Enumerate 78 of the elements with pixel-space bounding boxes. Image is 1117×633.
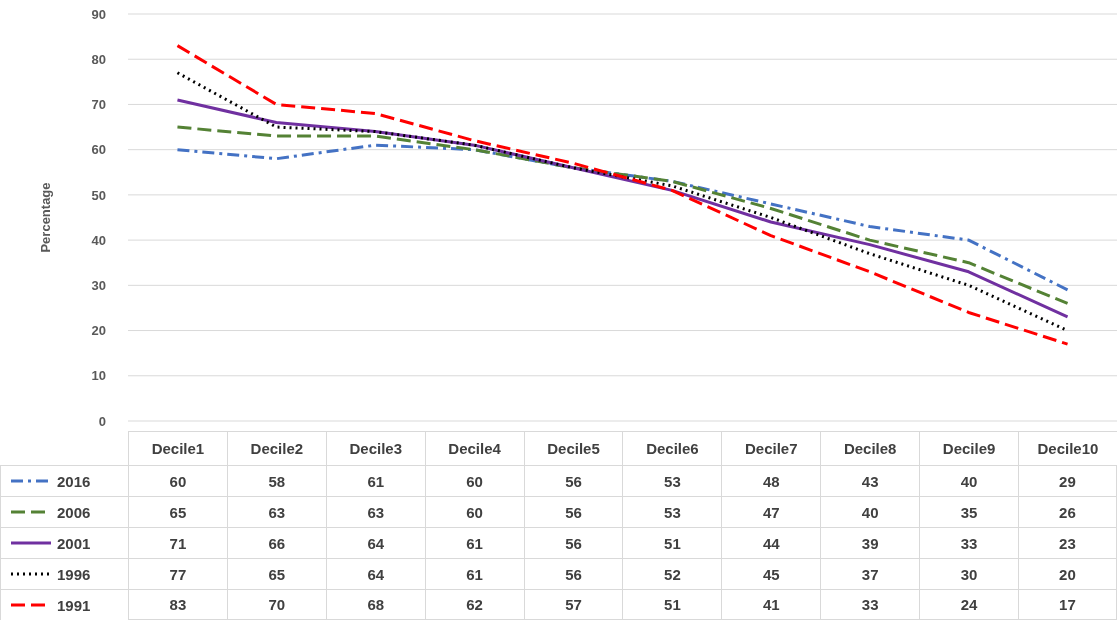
data-label: 62 <box>424 589 524 620</box>
data-label: 64 <box>325 527 425 558</box>
data-label: 37 <box>820 558 920 589</box>
data-label: 77 <box>128 558 227 589</box>
data-label: 20 <box>1018 558 1117 589</box>
line-series <box>175 125 1070 305</box>
data-label: 60 <box>128 465 227 496</box>
y-tick-label: 60 <box>91 142 106 158</box>
data-label: 51 <box>622 589 722 620</box>
data-label: 35 <box>919 496 1019 527</box>
data-label: 61 <box>424 527 524 558</box>
data-label: 53 <box>622 496 722 527</box>
data-label: 33 <box>919 527 1019 558</box>
data-label: 65 <box>226 558 326 589</box>
data-label: 71 <box>128 527 227 558</box>
x-tick-label: Decile6 <box>622 431 722 465</box>
data-label: 56 <box>523 527 623 558</box>
data-label: 33 <box>820 589 920 620</box>
data-label: 68 <box>325 589 425 620</box>
data-label: 58 <box>226 465 326 496</box>
data-label: 17 <box>1018 589 1117 620</box>
data-label: 26 <box>1018 496 1117 527</box>
x-tick-label: Decile5 <box>523 431 623 465</box>
line-series <box>175 143 1070 292</box>
data-label: 41 <box>721 589 821 620</box>
data-label: 53 <box>622 465 722 496</box>
x-tick-label: Decile3 <box>325 431 425 465</box>
x-tick-label: Decile1 <box>128 431 227 465</box>
data-label: 57 <box>523 589 623 620</box>
x-tick-label: Decile2 <box>226 431 326 465</box>
y-tick-label: 70 <box>91 97 106 113</box>
data-label: 70 <box>226 589 326 620</box>
data-label: 61 <box>325 465 425 496</box>
data-label: 40 <box>820 496 920 527</box>
data-label: 24 <box>919 589 1019 620</box>
y-tick-label: 90 <box>91 6 106 22</box>
legend-label: 2001 <box>57 534 91 552</box>
data-label: 52 <box>622 558 722 589</box>
x-tick-label: Decile9 <box>919 431 1019 465</box>
legend-label: 2016 <box>57 472 91 490</box>
x-tick-label: Decile10 <box>1018 431 1117 465</box>
y-tick-label: 30 <box>91 277 106 293</box>
y-tick-label: 80 <box>91 51 106 67</box>
legend-label: 2006 <box>57 503 91 521</box>
data-label: 23 <box>1018 527 1117 558</box>
data-label: 66 <box>226 527 326 558</box>
y-tick-label: 20 <box>91 323 106 339</box>
y-tick-label: 40 <box>91 232 106 248</box>
data-label: 56 <box>523 465 623 496</box>
data-label: 30 <box>919 558 1019 589</box>
data-label: 45 <box>721 558 821 589</box>
data-label: 48 <box>721 465 821 496</box>
data-label: 40 <box>919 465 1019 496</box>
data-label: 63 <box>226 496 326 527</box>
data-label: 56 <box>523 558 623 589</box>
data-label: 47 <box>721 496 821 527</box>
x-tick-label: Decile8 <box>820 431 920 465</box>
data-label: 63 <box>325 496 425 527</box>
y-tick-label: 0 <box>98 413 106 429</box>
x-tick-label: Decile7 <box>721 431 821 465</box>
data-label: 56 <box>523 496 623 527</box>
x-tick-label: Decile4 <box>424 431 524 465</box>
legend-label: 1991 <box>57 596 91 614</box>
y-tick-label: 10 <box>91 368 106 384</box>
data-label: 65 <box>128 496 227 527</box>
data-label: 29 <box>1018 465 1117 496</box>
data-label: 43 <box>820 465 920 496</box>
legend-label: 1996 <box>57 565 91 583</box>
data-label: 83 <box>128 589 227 620</box>
data-label: 44 <box>721 527 821 558</box>
data-label: 60 <box>424 496 524 527</box>
data-label: 51 <box>622 527 722 558</box>
data-label: 39 <box>820 527 920 558</box>
data-label: 61 <box>424 558 524 589</box>
y-axis-title: Percentage <box>37 182 53 253</box>
y-tick-label: 50 <box>91 187 106 203</box>
data-label: 60 <box>424 465 524 496</box>
data-label: 64 <box>325 558 425 589</box>
